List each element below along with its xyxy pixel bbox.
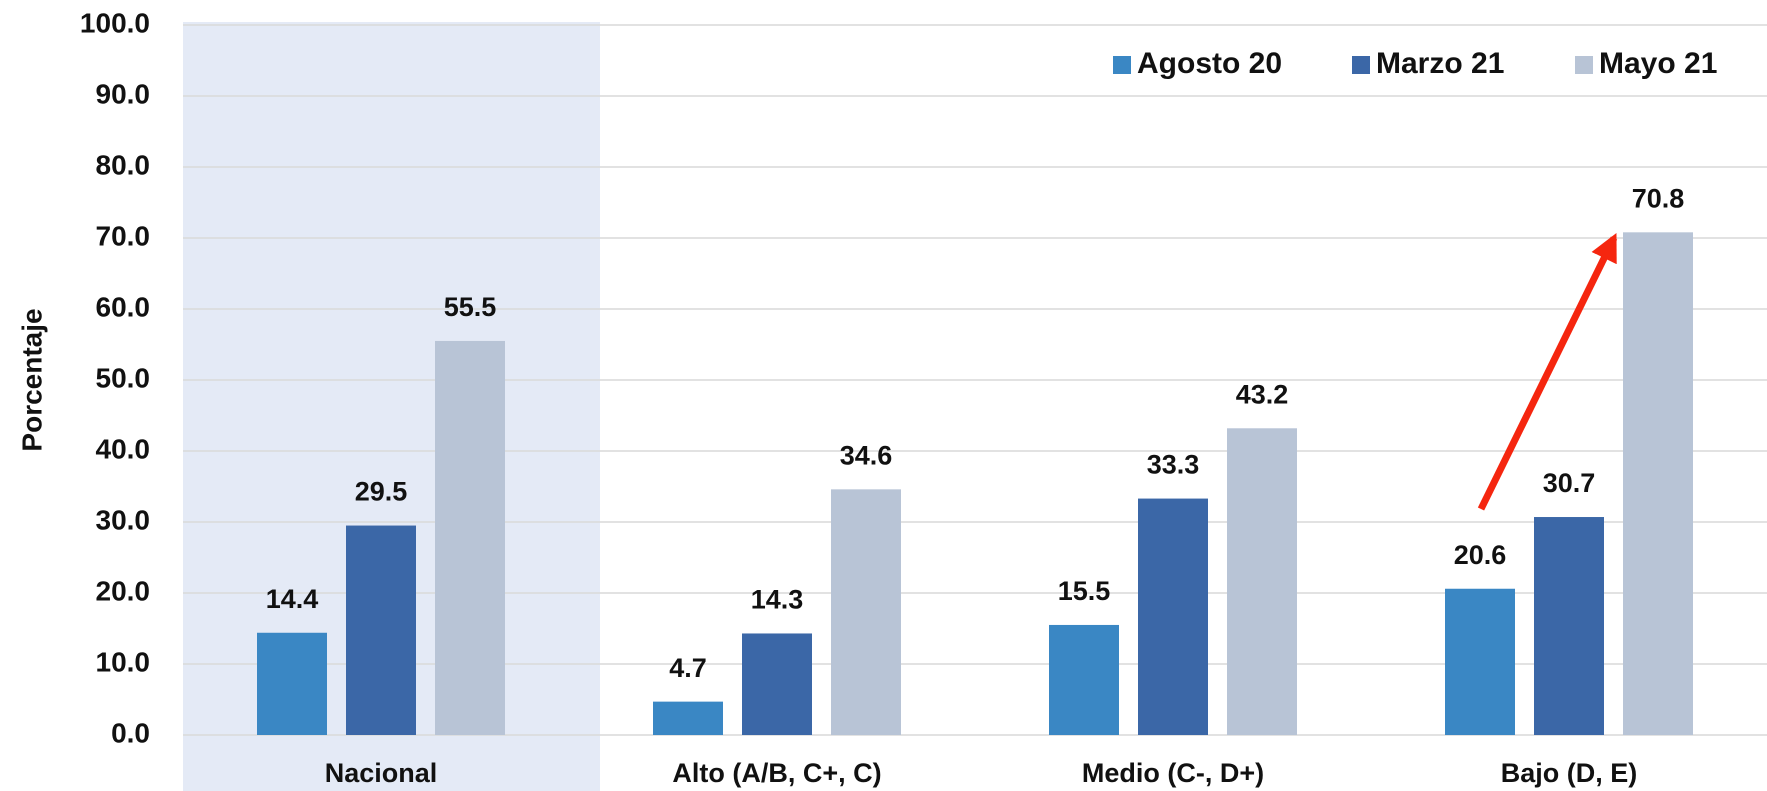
y-axis-label: Porcentaje (16, 308, 47, 451)
y-tick-label: 30.0 (96, 504, 151, 535)
value-label: 15.5 (1058, 576, 1111, 606)
bar (1623, 232, 1693, 735)
y-tick-label: 70.0 (96, 220, 151, 251)
value-label: 29.5 (355, 477, 408, 507)
y-tick-label: 20.0 (96, 575, 151, 606)
value-label: 34.6 (840, 440, 893, 470)
arrow-annotation (1477, 232, 1618, 511)
y-tick-label: 10.0 (96, 646, 151, 677)
bar (1445, 588, 1515, 735)
x-tick-label: Nacional (325, 758, 438, 788)
y-tick-label: 40.0 (96, 433, 151, 464)
legend-swatch (1352, 56, 1370, 74)
legend-label: Marzo 21 (1376, 47, 1504, 80)
y-tick-label: 0.0 (111, 717, 150, 748)
bar (653, 701, 723, 735)
legend-label: Mayo 21 (1599, 47, 1717, 80)
legend-swatch (1113, 56, 1131, 74)
y-tick-label: 100.0 (80, 7, 150, 38)
value-label: 14.4 (266, 584, 319, 614)
value-label: 70.8 (1632, 183, 1685, 213)
x-tick-label: Medio (C-, D+) (1082, 758, 1264, 788)
value-label: 55.5 (444, 292, 497, 322)
y-tick-label: 50.0 (96, 362, 151, 393)
x-tick-label: Alto (A/B, C+, C) (672, 758, 881, 788)
value-label: 43.2 (1236, 379, 1289, 409)
value-label: 30.7 (1543, 468, 1596, 498)
bar (346, 525, 416, 735)
value-label: 20.6 (1454, 540, 1507, 570)
bar (1534, 517, 1604, 735)
bar (831, 489, 901, 735)
value-label: 4.7 (669, 653, 707, 683)
bar (742, 633, 812, 735)
bar (1138, 498, 1208, 735)
x-tick-label: Bajo (D, E) (1501, 758, 1638, 788)
value-label: 14.3 (751, 585, 804, 615)
y-tick-label: 60.0 (96, 291, 151, 322)
y-tick-label: 80.0 (96, 149, 151, 180)
bar (435, 340, 505, 735)
bar (1049, 624, 1119, 735)
value-label: 33.3 (1147, 450, 1200, 480)
bar (1227, 428, 1297, 735)
y-tick-label: 90.0 (96, 78, 151, 109)
bar (257, 632, 327, 735)
legend-label: Agosto 20 (1137, 47, 1282, 80)
legend-swatch (1575, 56, 1593, 74)
